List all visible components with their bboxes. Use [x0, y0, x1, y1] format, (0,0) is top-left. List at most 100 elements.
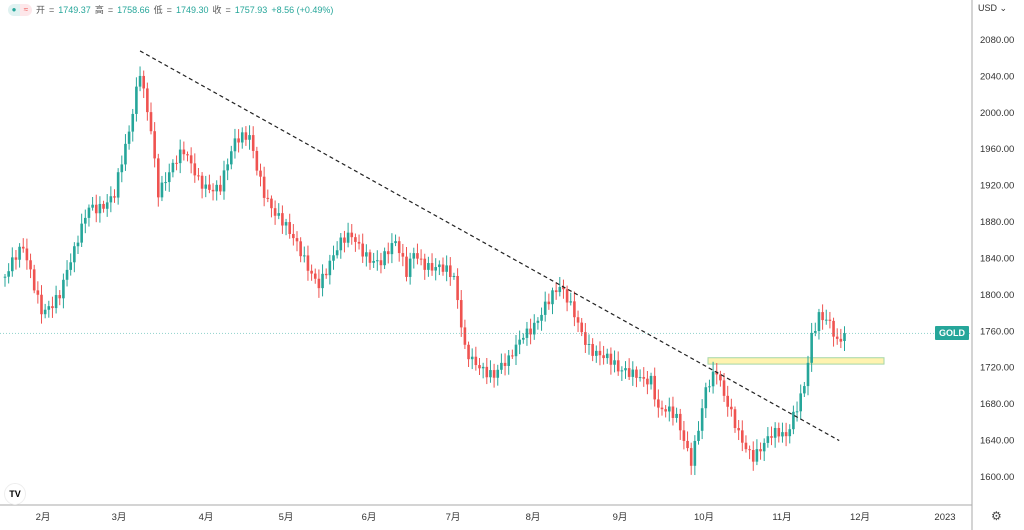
tradingview-logo[interactable]: TV [4, 483, 26, 505]
candle-body [474, 356, 478, 366]
candle-body [806, 362, 810, 387]
candle-body [547, 301, 551, 305]
time-tick-label: 9月 [613, 512, 628, 523]
candle-body [726, 395, 729, 407]
candle-body [142, 75, 145, 89]
candle-body [562, 286, 565, 290]
currency-selector[interactable]: USD ⌄ [978, 3, 1007, 14]
ohlc-legend: ● ≈ 开 = 1749.37 高 = 1758.66 低 = 1749.30 收 = 1757.… [8, 3, 333, 16]
candle-body [668, 406, 671, 412]
time-tick-label: 6月 [362, 512, 377, 523]
legend-toggle[interactable]: ● ≈ [8, 3, 32, 16]
candle-body [467, 344, 470, 360]
candle-body [792, 411, 795, 430]
candle-body [226, 164, 229, 171]
candle-body [200, 175, 204, 189]
candle-body [584, 332, 587, 345]
currency-label: USD [978, 3, 998, 13]
candle-body [233, 138, 237, 152]
candle-body [730, 406, 733, 410]
candle-body [551, 290, 554, 305]
candle-body [69, 262, 72, 270]
candle-body [722, 380, 726, 396]
candle-body [343, 237, 346, 243]
candle-body [65, 269, 69, 280]
candle-body [379, 260, 383, 266]
candle-body [416, 253, 419, 259]
candle-body [697, 430, 700, 441]
candle-body [540, 314, 543, 321]
candle-body [478, 365, 481, 369]
candle-body [412, 253, 416, 259]
price-tick-label: 1880.00 [980, 217, 1014, 228]
settings-gear-icon[interactable]: ⚙ [991, 509, 1002, 523]
candle-body [230, 151, 233, 165]
candle-body [430, 263, 434, 271]
candle-body [51, 306, 54, 309]
candle-body [335, 250, 339, 256]
candle-body [171, 162, 175, 173]
candle-body [306, 255, 310, 271]
candle-body [40, 294, 43, 315]
candle-body [452, 275, 456, 277]
candle-body [394, 241, 397, 244]
candle-body [405, 256, 408, 277]
candle-body [328, 260, 332, 276]
candle-body [43, 309, 47, 315]
candle-body [376, 260, 379, 262]
candle-body [368, 252, 372, 263]
candle-body [613, 360, 616, 365]
trendline [139, 50, 840, 442]
candle-body [357, 241, 361, 244]
candle-body [741, 430, 744, 443]
candle-body [153, 131, 156, 159]
candle-body [102, 203, 105, 209]
candle-body [346, 232, 350, 243]
price-tick-label: 1680.00 [980, 399, 1014, 410]
time-tick-label: 11月 [772, 512, 791, 523]
candle-body [299, 241, 302, 257]
candle-body [189, 155, 193, 164]
candle-body [211, 189, 215, 192]
candle-body [339, 237, 343, 251]
candle-body [711, 371, 715, 387]
time-tick-label: 7月 [446, 512, 461, 523]
candle-body [496, 369, 500, 378]
candle-body [445, 265, 448, 272]
candle-body [675, 413, 678, 418]
candle-body [576, 317, 580, 323]
candle-body [131, 113, 135, 132]
symbol-price-tag: GOLD [935, 326, 969, 340]
candle-body [595, 350, 598, 356]
candle-body [182, 149, 186, 155]
candle-body [215, 184, 218, 192]
candle-body [518, 339, 521, 345]
candle-body [624, 368, 627, 371]
candle-body [591, 343, 594, 356]
candle-body [441, 264, 445, 272]
candle-body [175, 162, 178, 164]
candle-body [522, 337, 525, 340]
candle-body [817, 312, 821, 332]
price-tick-label: 2080.00 [980, 35, 1014, 46]
candle-body [803, 386, 806, 394]
candle-body [810, 332, 813, 363]
candle-body [98, 203, 102, 214]
candle-body [178, 149, 182, 164]
candle-body [616, 360, 620, 372]
candle-body [135, 86, 138, 114]
candle-body [755, 449, 759, 462]
candle-body [281, 213, 284, 226]
candle-body [781, 432, 784, 437]
candle-body [3, 276, 7, 278]
candle-body [744, 442, 748, 450]
candle-body [317, 278, 321, 289]
candle-body [514, 344, 518, 357]
candle-body [762, 442, 766, 452]
price-tick-label: 2040.00 [980, 71, 1014, 82]
candle-body [631, 369, 635, 377]
candle-body [186, 154, 189, 156]
candle-body [751, 449, 755, 462]
candle-body [47, 306, 51, 310]
